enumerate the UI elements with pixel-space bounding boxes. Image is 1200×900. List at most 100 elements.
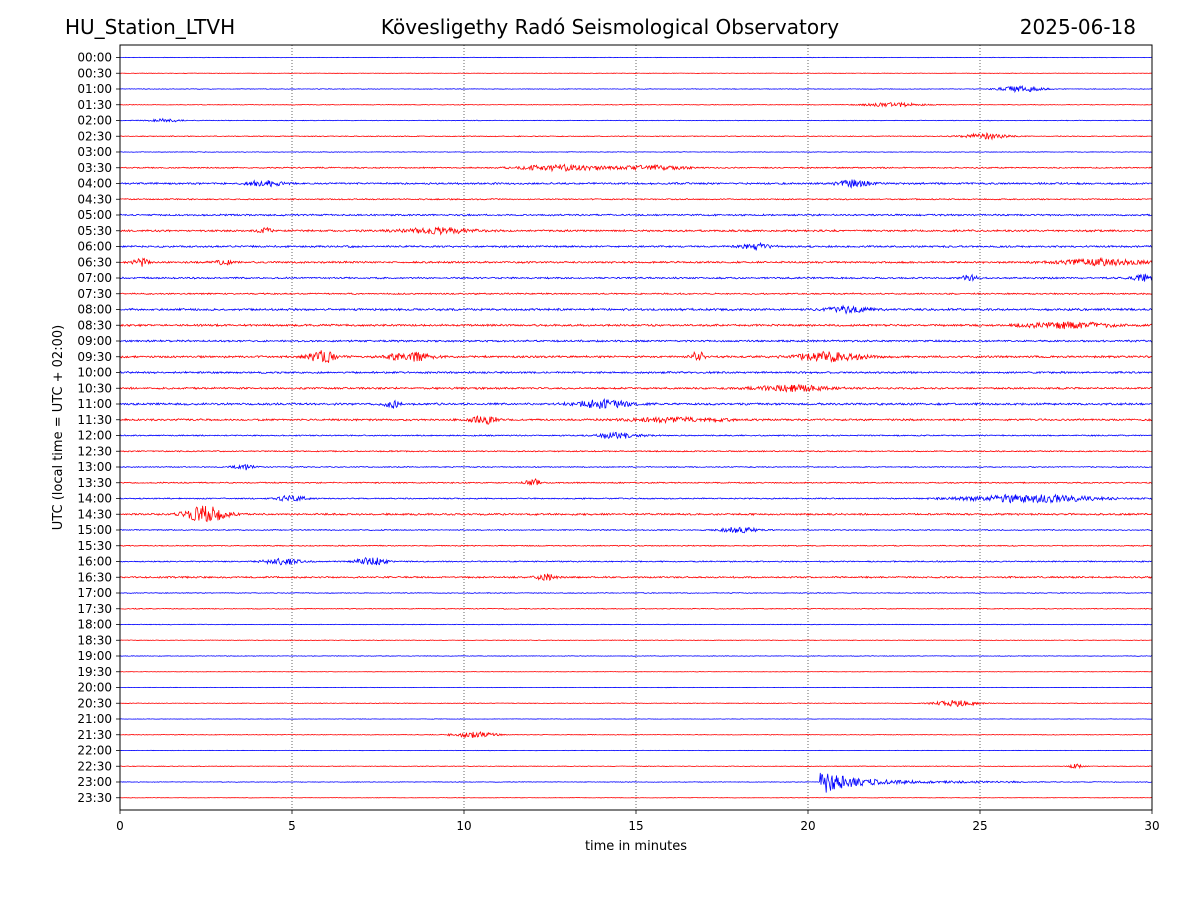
y-tick-label-0100: 01:00: [77, 82, 112, 96]
trace-1400: [119, 493, 1153, 504]
trace-2030: [119, 700, 1153, 707]
x-tick-label-10: 10: [456, 819, 471, 833]
trace-1800: [119, 623, 1153, 626]
y-tick-label-2100: 21:00: [77, 712, 112, 726]
y-tick-label-1400: 14:00: [77, 492, 112, 506]
trace-1330: [119, 477, 1153, 486]
y-tick-label-0900: 09:00: [77, 334, 112, 348]
y-tick-label-0830: 08:30: [77, 318, 112, 332]
x-tick-label-15: 15: [628, 819, 643, 833]
y-tick-label-1830: 18:30: [77, 633, 112, 647]
trace-1030: [119, 383, 1153, 393]
y-tick-label-1630: 16:30: [77, 570, 112, 584]
trace-0700: [119, 273, 1153, 282]
y-tick-label-1000: 10:00: [77, 366, 112, 380]
x-tick-label-5: 5: [288, 819, 296, 833]
trace-1300: [119, 463, 1153, 471]
y-tick-label-1200: 12:00: [77, 429, 112, 443]
trace-0800: [119, 304, 1153, 315]
y-tick-label-0600: 06:00: [77, 240, 112, 254]
y-tick-label-0230: 02:30: [77, 129, 112, 143]
trace-0900: [119, 339, 1153, 343]
trace-1730: [119, 607, 1153, 610]
trace-0500: [119, 213, 1153, 217]
trace-0430: [119, 197, 1153, 201]
trace-1830: [119, 639, 1153, 642]
trace-0600: [119, 241, 1152, 251]
trace-1600: [119, 557, 1153, 566]
x-tick-label-0: 0: [116, 819, 124, 833]
trace-1130: [119, 415, 1153, 425]
y-tick-label-0430: 04:30: [77, 192, 112, 206]
y-tick-label-0400: 04:00: [77, 177, 112, 191]
trace-0230: [119, 132, 1153, 141]
trace-1230: [119, 449, 1153, 453]
y-tick-label-0630: 06:30: [77, 255, 112, 269]
trace-1900: [119, 655, 1153, 657]
trace-1430: [119, 505, 1153, 523]
y-tick-label-2130: 21:30: [77, 728, 112, 742]
y-tick-label-2230: 22:30: [77, 759, 112, 773]
trace-0130: [119, 101, 1153, 108]
x-tick-label-30: 30: [1144, 819, 1159, 833]
y-tick-label-0800: 08:00: [77, 303, 112, 317]
trace-0730: [119, 292, 1153, 296]
y-tick-label-0200: 02:00: [77, 114, 112, 128]
record-date: 2025-06-18: [1019, 15, 1136, 39]
station-name: HU_Station_LTVH: [65, 15, 236, 39]
y-tick-label-1130: 11:30: [77, 413, 112, 427]
x-tick-label-20: 20: [800, 819, 815, 833]
y-tick-label-1600: 16:00: [77, 555, 112, 569]
trace-1530: [119, 544, 1153, 547]
trace-2130: [119, 731, 1153, 739]
y-tick-label-1730: 17:30: [77, 602, 112, 616]
y-tick-label-1100: 11:00: [77, 397, 112, 411]
y-tick-label-0500: 05:00: [77, 208, 112, 222]
trace-0330: [119, 163, 1153, 173]
y-tick-label-1700: 17:00: [77, 586, 112, 600]
trace-0400: [119, 179, 1153, 189]
y-tick-label-0930: 09:30: [77, 350, 112, 364]
y-tick-label-0000: 00:00: [77, 51, 112, 65]
y-tick-label-2330: 23:30: [77, 791, 112, 805]
trace-0100: [119, 85, 1153, 94]
y-tick-label-0530: 05:30: [77, 224, 112, 238]
trace-0630: [119, 257, 1153, 267]
y-tick-label-1800: 18:00: [77, 618, 112, 632]
y-tick-label-2300: 23:00: [77, 775, 112, 789]
trace-1500: [119, 526, 1153, 534]
x-axis-label: time in minutes: [585, 839, 687, 854]
y-tick-label-1430: 14:30: [77, 507, 112, 521]
trace-1100: [119, 397, 1153, 409]
y-tick-label-2200: 22:00: [77, 744, 112, 758]
y-axis-label: UTC (local time = UTC + 02:00): [51, 325, 66, 530]
trace-0930: [119, 350, 1153, 364]
y-tick-label-1500: 15:00: [77, 523, 112, 537]
trace-1630: [119, 573, 1153, 582]
y-tick-label-0130: 01:30: [77, 98, 112, 112]
y-tick-label-2030: 20:30: [77, 696, 112, 710]
chart-title: Kövesligethy Radó Seismological Observat…: [380, 15, 840, 39]
x-tick-label-25: 25: [972, 819, 987, 833]
trace-0300: [119, 151, 1153, 153]
trace-0530: [119, 226, 1153, 236]
trace-2300: [119, 772, 1153, 793]
y-tick-label-1530: 15:30: [77, 539, 112, 553]
y-tick-label-0030: 00:30: [77, 66, 112, 80]
trace-2230: [119, 763, 1153, 770]
trace-0200: [119, 117, 1153, 123]
y-tick-label-2000: 20:00: [77, 681, 112, 695]
trace-1700: [119, 592, 1153, 594]
trace-0830: [119, 321, 1153, 330]
y-tick-label-1030: 10:30: [77, 381, 112, 395]
y-tick-label-0700: 07:00: [77, 271, 112, 285]
y-tick-label-1300: 13:00: [77, 460, 112, 474]
y-tick-label-1930: 19:30: [77, 665, 112, 679]
y-tick-label-0730: 07:30: [77, 287, 112, 301]
y-tick-label-0300: 03:00: [77, 145, 112, 159]
y-tick-label-1330: 13:30: [77, 476, 112, 490]
y-tick-label-1900: 19:00: [77, 649, 112, 663]
trace-1000: [119, 370, 1153, 375]
y-tick-label-1230: 12:30: [77, 444, 112, 458]
